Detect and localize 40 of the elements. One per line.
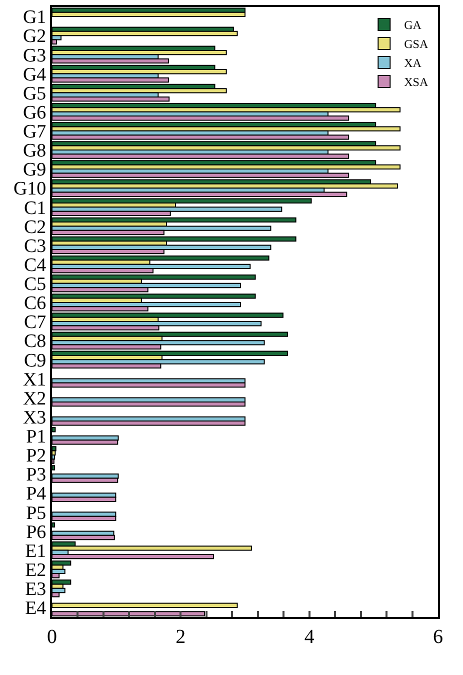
- y-tick-label: E1: [25, 540, 46, 562]
- y-tick-label: C2: [24, 216, 46, 238]
- legend-label: GA: [404, 18, 422, 32]
- y-tick-label: C8: [24, 331, 46, 352]
- y-tick-label: P1: [26, 426, 46, 448]
- x-tick-label: 0: [47, 626, 57, 648]
- y-tick-label: G1: [22, 7, 46, 28]
- y-tick-label: X2: [22, 388, 46, 410]
- legend-label: XSA: [404, 75, 428, 90]
- legend-label: XA: [404, 56, 422, 70]
- y-tick-label: C5: [24, 274, 46, 296]
- y-tick-label: G7: [22, 122, 46, 143]
- y-tick-label: G5: [22, 83, 46, 104]
- y-tick-label: G2: [22, 26, 46, 48]
- y-tick-label: C1: [24, 198, 46, 219]
- y-tick-label: G8: [22, 140, 46, 162]
- y-tick-label: E3: [25, 579, 46, 600]
- y-tick-label: C9: [24, 350, 46, 372]
- y-tick-label: G4: [22, 64, 47, 86]
- x-tick-label: 6: [433, 626, 443, 648]
- y-tick-label: P5: [26, 502, 46, 524]
- x-tick-label: 2: [176, 626, 186, 648]
- y-tick-label: X1: [22, 369, 46, 390]
- legend-label: GSA: [404, 37, 428, 52]
- y-tick-label: G6: [22, 102, 46, 124]
- y-tick-label: G9: [22, 160, 46, 181]
- y-tick-label: X3: [22, 407, 46, 428]
- y-tick-label: P2: [26, 446, 46, 467]
- y-tick-label: P6: [26, 522, 46, 543]
- y-tick-label: C7: [24, 312, 46, 334]
- y-tick-label: E2: [25, 560, 46, 581]
- y-tick-label: G3: [22, 45, 46, 66]
- y-tick-label: E4: [25, 598, 47, 620]
- y-tick-label: C3: [24, 236, 46, 257]
- y-tick-label: P3: [26, 464, 46, 486]
- y-tick-label: G10: [13, 178, 46, 200]
- y-tick-label: C6: [24, 293, 46, 314]
- y-tick-label: C4: [24, 254, 47, 276]
- y-tick-label: P4: [26, 484, 47, 505]
- x-tick-label: 4: [304, 626, 314, 648]
